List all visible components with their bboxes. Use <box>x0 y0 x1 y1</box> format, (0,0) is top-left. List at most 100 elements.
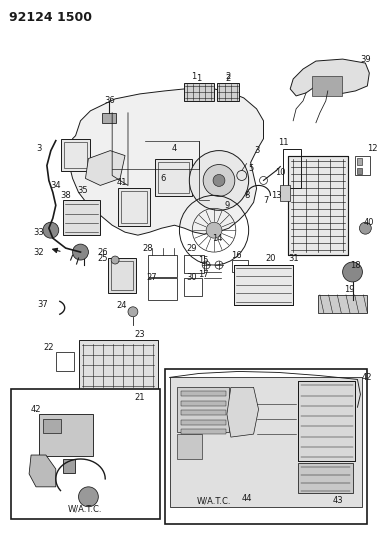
Bar <box>177 434 202 459</box>
Bar <box>358 167 363 174</box>
Bar <box>232 260 248 272</box>
Text: 38: 38 <box>60 191 71 200</box>
Text: 3: 3 <box>36 144 42 153</box>
Bar <box>79 340 158 391</box>
Circle shape <box>43 222 59 238</box>
Bar <box>165 369 367 523</box>
Bar <box>118 188 150 226</box>
Bar <box>298 463 353 493</box>
Text: 42: 42 <box>31 405 41 414</box>
Text: 17: 17 <box>198 270 209 279</box>
Bar <box>155 158 192 196</box>
Text: 11: 11 <box>278 138 288 147</box>
Text: 10: 10 <box>275 168 285 177</box>
Bar <box>63 459 74 473</box>
Text: W/A.T.C.: W/A.T.C. <box>68 504 103 513</box>
Text: 27: 27 <box>146 273 157 282</box>
Text: 35: 35 <box>77 186 88 195</box>
Bar <box>102 113 116 123</box>
Bar <box>355 156 370 175</box>
Text: 36: 36 <box>104 96 115 106</box>
Text: 8: 8 <box>244 191 249 200</box>
Circle shape <box>73 244 89 260</box>
Text: 33: 33 <box>33 228 44 237</box>
Text: 1: 1 <box>196 75 202 84</box>
Text: 21: 21 <box>135 393 145 402</box>
Bar <box>181 429 226 434</box>
Text: 31: 31 <box>288 254 298 263</box>
Bar <box>184 255 204 273</box>
Text: 41: 41 <box>117 178 127 187</box>
Polygon shape <box>69 88 263 235</box>
Bar <box>298 382 355 461</box>
Circle shape <box>213 174 225 187</box>
Circle shape <box>359 222 371 234</box>
Bar <box>234 265 293 305</box>
Text: 24: 24 <box>117 301 127 310</box>
Text: 37: 37 <box>38 300 48 309</box>
Text: W/A.T.C.: W/A.T.C. <box>197 496 231 505</box>
Bar <box>181 391 226 397</box>
Text: 20: 20 <box>265 254 276 263</box>
Text: 34: 34 <box>51 181 61 190</box>
Circle shape <box>206 222 222 238</box>
Circle shape <box>128 307 138 317</box>
Text: 26: 26 <box>97 247 108 256</box>
Bar <box>318 295 367 313</box>
Text: 19: 19 <box>344 285 355 294</box>
Bar <box>108 258 136 293</box>
Bar <box>234 265 293 305</box>
Circle shape <box>189 151 249 211</box>
Bar <box>181 419 226 425</box>
Text: 92124 1500: 92124 1500 <box>9 11 92 25</box>
Bar <box>280 185 290 201</box>
Text: 40: 40 <box>364 218 375 227</box>
Polygon shape <box>29 455 56 487</box>
Text: 7: 7 <box>264 196 269 205</box>
Bar <box>111 261 133 290</box>
Text: 29: 29 <box>186 244 196 253</box>
Bar <box>288 156 348 255</box>
Polygon shape <box>290 59 369 96</box>
Bar <box>177 387 229 432</box>
Polygon shape <box>86 151 125 185</box>
Text: 4: 4 <box>172 144 177 153</box>
Text: 1: 1 <box>191 72 196 82</box>
Text: 9: 9 <box>224 201 230 210</box>
Bar <box>11 389 160 519</box>
Text: 15: 15 <box>198 255 208 264</box>
Text: 13: 13 <box>271 191 282 200</box>
Bar <box>61 139 90 171</box>
Text: 28: 28 <box>142 244 153 253</box>
Bar <box>181 401 226 406</box>
Text: 43: 43 <box>332 496 343 505</box>
Bar <box>169 377 363 507</box>
Text: 16: 16 <box>231 251 242 260</box>
Bar <box>298 382 355 461</box>
Text: 3: 3 <box>254 146 259 155</box>
Text: 2: 2 <box>225 72 231 82</box>
Text: 12: 12 <box>367 144 378 153</box>
Text: 23: 23 <box>135 330 145 339</box>
Bar <box>184 278 202 296</box>
Bar <box>64 142 87 167</box>
Text: 25: 25 <box>97 254 108 263</box>
Text: 32: 32 <box>34 247 44 256</box>
Text: 2: 2 <box>225 75 231 84</box>
Text: 22: 22 <box>44 343 54 352</box>
Circle shape <box>111 256 119 264</box>
Bar <box>63 200 100 235</box>
Bar <box>181 410 226 415</box>
Polygon shape <box>227 387 258 437</box>
Circle shape <box>79 487 98 507</box>
Text: 6: 6 <box>160 174 165 183</box>
FancyBboxPatch shape <box>184 83 214 101</box>
Text: 30: 30 <box>186 273 196 282</box>
Text: 14: 14 <box>212 233 222 243</box>
Bar <box>283 149 301 188</box>
Bar <box>158 161 189 193</box>
Text: 18: 18 <box>350 261 361 270</box>
Text: 5: 5 <box>248 164 253 173</box>
Bar <box>121 191 147 223</box>
Bar <box>312 76 342 96</box>
